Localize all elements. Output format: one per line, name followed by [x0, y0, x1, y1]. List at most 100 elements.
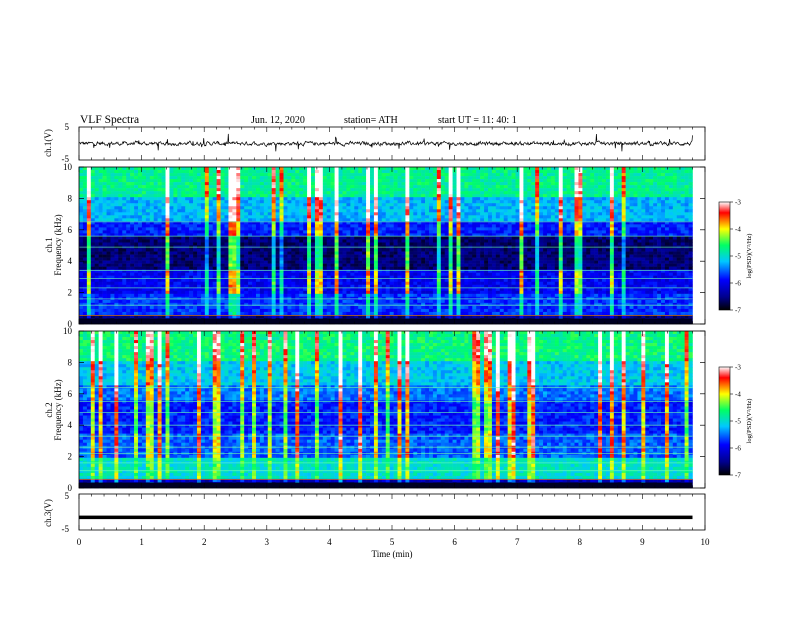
spectrogram-cell	[362, 182, 367, 186]
spectrogram-cell	[322, 221, 328, 225]
spectrogram-cell	[181, 209, 186, 213]
spectrogram-cell	[126, 200, 131, 204]
spectrogram-cell	[664, 260, 670, 264]
spectrogram-cell	[515, 260, 520, 264]
spectrogram-cell	[586, 251, 591, 255]
spectrogram-cell	[255, 248, 261, 252]
spectrogram-cell	[637, 260, 642, 264]
spectrogram-cell	[177, 191, 182, 195]
spectrogram-cell	[421, 170, 426, 174]
spectrogram-cell	[507, 200, 512, 204]
spectrogram-cell	[625, 185, 630, 189]
spectrogram-cell	[366, 230, 371, 234]
spectrogram-cell	[161, 212, 166, 216]
spectrogram-cell	[405, 176, 410, 180]
spectrogram-cell	[314, 242, 320, 246]
spectrogram-cell	[531, 185, 536, 189]
spectrogram-cell	[291, 200, 296, 204]
spectrogram-cell	[204, 236, 210, 240]
spectrogram-cell	[385, 197, 390, 201]
spectrogram-cell	[185, 260, 190, 264]
spectrogram-cell	[346, 230, 351, 234]
spectrogram-cell	[401, 206, 406, 210]
spectrogram-cell	[385, 191, 390, 195]
spectrogram-cell	[574, 227, 579, 231]
spectrogram-cell	[271, 218, 276, 222]
spectrogram-cell	[291, 236, 296, 240]
spectrogram-cell	[342, 242, 347, 246]
spectrogram-cell	[664, 248, 670, 252]
spectrogram-cell	[688, 236, 693, 240]
spectrogram-cell	[546, 215, 552, 219]
spectrogram-cell	[495, 188, 501, 192]
spectrogram-cell	[562, 218, 567, 222]
spectrogram-cell	[299, 179, 304, 183]
spectrogram-cell	[558, 176, 563, 180]
spectrogram-cell	[79, 227, 84, 231]
spectrogram-cell	[535, 185, 540, 189]
spectrogram-cell	[668, 239, 674, 243]
spectrogram-cell	[149, 230, 155, 234]
spectrogram-cell	[228, 248, 233, 252]
spectrogram-cell	[106, 173, 111, 177]
spectrogram-cell	[401, 182, 406, 186]
spectrogram-cell	[267, 167, 272, 171]
spectrogram-cell	[495, 176, 501, 180]
spectrogram-cell	[421, 230, 426, 234]
spectrogram-cell	[118, 173, 123, 177]
spectrogram-cell	[409, 176, 414, 180]
spectrogram-cell	[240, 227, 245, 231]
spectrogram-cell	[350, 239, 355, 243]
spectrogram-cell	[82, 179, 88, 183]
spectrogram-cell	[204, 191, 210, 195]
spectrogram-cell	[519, 233, 524, 237]
spectrogram-cell	[354, 206, 359, 210]
spectrogram-cell	[444, 173, 449, 177]
spectrogram-cell	[495, 200, 501, 204]
spectrogram-cell	[196, 215, 202, 219]
spectrogram-cell	[535, 209, 540, 213]
spectrogram-cell	[373, 248, 379, 252]
spectrogram-cell	[145, 236, 151, 240]
spectrogram-cell	[389, 230, 394, 234]
spectrogram-cell	[676, 221, 681, 225]
spectrogram-cell	[558, 257, 563, 261]
spectrogram-cell	[499, 200, 505, 204]
spectrogram-cell	[267, 215, 272, 219]
spectrogram-cell	[381, 248, 387, 252]
spectrogram-cell	[680, 167, 685, 171]
spectrogram-cell	[397, 257, 402, 261]
spectrogram-cell	[401, 167, 406, 171]
spectrogram-cell	[181, 203, 186, 207]
ch1-ytick-bottom: -5	[62, 154, 70, 164]
spectrogram-cell	[287, 194, 292, 198]
spectrogram-cell	[79, 236, 84, 240]
spectrogram-cell	[444, 215, 449, 219]
spectrogram-cell	[318, 227, 324, 231]
spectrogram-cell	[173, 191, 178, 195]
spectrogram-cell	[409, 257, 414, 261]
spectrogram-cell	[307, 221, 312, 225]
spectrogram-cell	[326, 239, 331, 243]
spectrogram-cell	[311, 206, 316, 210]
spectrogram-cell	[452, 248, 457, 252]
spectrogram-cell	[204, 239, 210, 243]
spectrogram-cell	[267, 173, 272, 177]
spectrogram-cell	[688, 200, 693, 204]
spectrogram-cell	[421, 224, 426, 228]
spectrogram-cell	[248, 257, 253, 261]
spectrogram-cell	[582, 212, 587, 216]
spectrogram-cell	[397, 230, 402, 234]
spectrogram-cell	[102, 209, 107, 213]
spectrogram-cell	[436, 260, 442, 264]
spectrogram-cell	[153, 194, 158, 198]
spectrogram-cell	[590, 191, 595, 195]
spectrogram-cell	[409, 251, 414, 255]
spectrogram-cell	[487, 215, 493, 219]
spectrogram-cell	[657, 227, 662, 231]
spectrogram-cell	[436, 200, 442, 204]
spectrogram-cell	[295, 209, 300, 213]
spectrogram-cell	[145, 233, 151, 237]
spectrogram-cell	[157, 212, 162, 216]
spectrogram-cell	[126, 239, 131, 243]
